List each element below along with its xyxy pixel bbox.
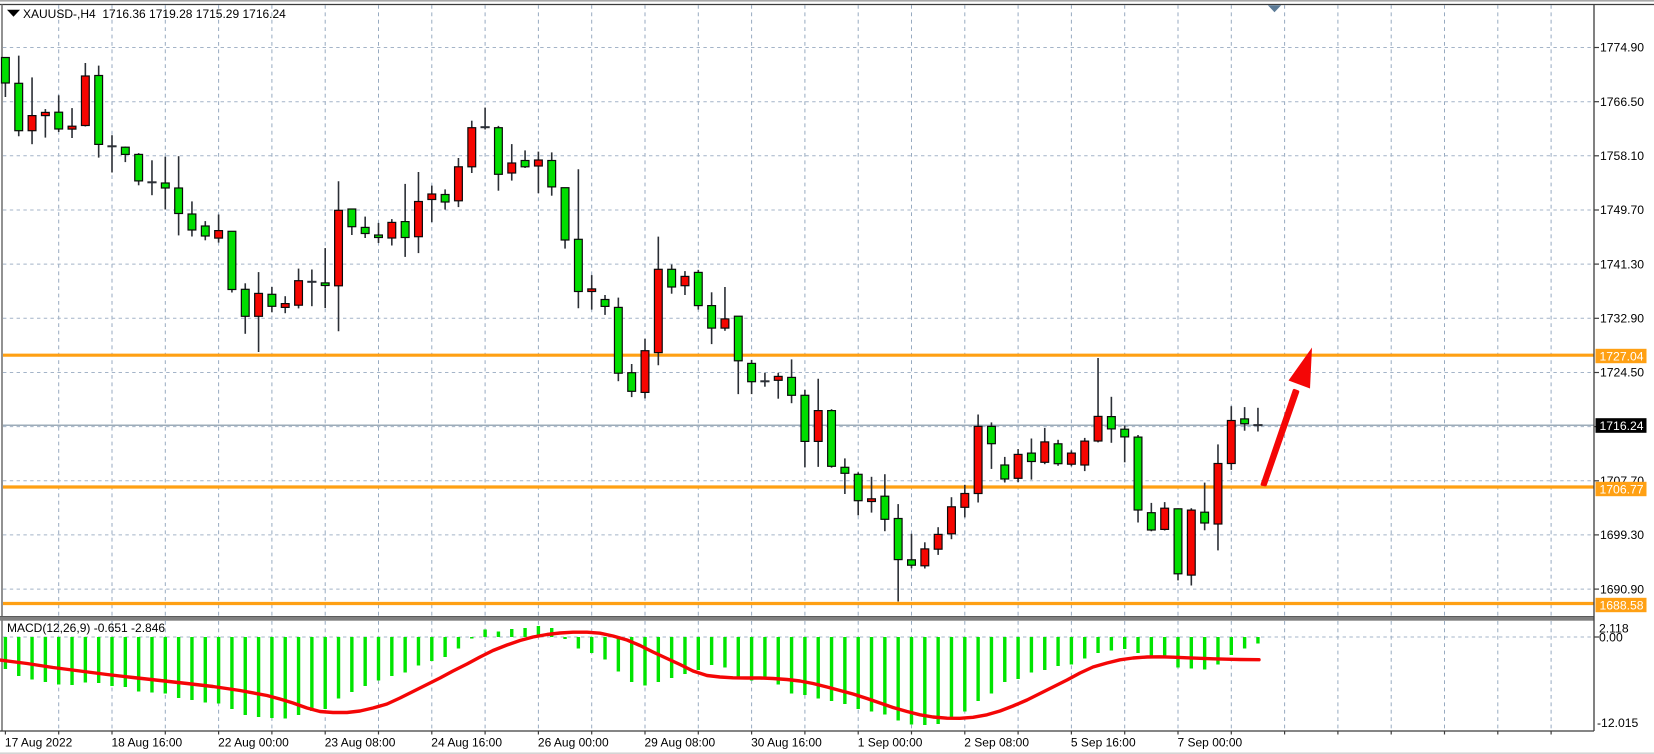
- svg-text:7 Sep 00:00: 7 Sep 00:00: [1178, 736, 1243, 750]
- svg-text:1 Sep 00:00: 1 Sep 00:00: [858, 736, 923, 750]
- svg-text:1706.77: 1706.77: [1600, 482, 1644, 496]
- svg-text:17 Aug 2022: 17 Aug 2022: [5, 736, 73, 750]
- svg-text:1688.58: 1688.58: [1600, 598, 1644, 612]
- svg-text:1699.30: 1699.30: [1600, 528, 1644, 542]
- svg-text:2 Sep 08:00: 2 Sep 08:00: [964, 736, 1029, 750]
- svg-text:24 Aug 16:00: 24 Aug 16:00: [431, 736, 502, 750]
- svg-text:1774.90: 1774.90: [1600, 41, 1644, 55]
- svg-text:1758.10: 1758.10: [1600, 149, 1644, 163]
- svg-text:26 Aug 00:00: 26 Aug 00:00: [538, 736, 609, 750]
- svg-text:5 Sep 16:00: 5 Sep 16:00: [1071, 736, 1136, 750]
- svg-text:23 Aug 08:00: 23 Aug 08:00: [325, 736, 396, 750]
- svg-text:29 Aug 08:00: 29 Aug 08:00: [645, 736, 716, 750]
- svg-text:XAUUSD-,H4 1716.36 1719.28 17: XAUUSD-,H4 1716.36 1719.28 1715.29 1716.…: [23, 7, 286, 21]
- svg-text:0.00: 0.00: [1599, 631, 1623, 645]
- svg-text:1732.90: 1732.90: [1600, 312, 1644, 326]
- svg-text:30 Aug 16:00: 30 Aug 16:00: [751, 736, 822, 750]
- svg-text:1741.30: 1741.30: [1600, 257, 1644, 271]
- svg-text:1690.90: 1690.90: [1600, 582, 1644, 596]
- svg-text:-12.015: -12.015: [1597, 716, 1639, 730]
- svg-text:1766.50: 1766.50: [1600, 95, 1644, 109]
- svg-text:1749.70: 1749.70: [1600, 203, 1644, 217]
- svg-text:MACD(12,26,9) -0.651 -2.846: MACD(12,26,9) -0.651 -2.846: [7, 621, 165, 635]
- svg-text:1716.24: 1716.24: [1600, 419, 1644, 433]
- svg-text:1727.04: 1727.04: [1600, 349, 1644, 363]
- svg-text:1724.50: 1724.50: [1600, 366, 1644, 380]
- svg-text:22 Aug 00:00: 22 Aug 00:00: [218, 736, 289, 750]
- svg-text:2.118: 2.118: [1599, 622, 1629, 636]
- svg-text:18 Aug 16:00: 18 Aug 16:00: [112, 736, 183, 750]
